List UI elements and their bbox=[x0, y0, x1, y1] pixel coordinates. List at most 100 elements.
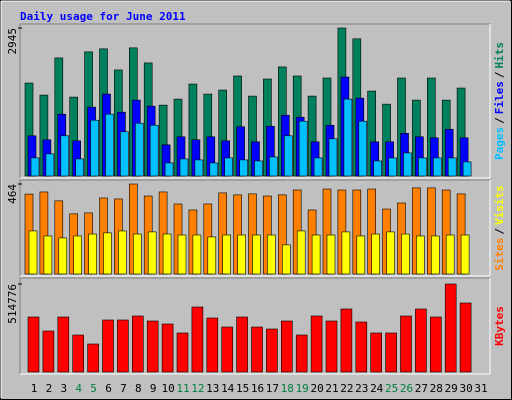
bar bbox=[191, 306, 204, 373]
bar bbox=[149, 124, 159, 177]
legend: KBytes bbox=[493, 306, 506, 346]
legend-entry: Hits bbox=[493, 42, 506, 69]
bar bbox=[269, 156, 278, 177]
bar bbox=[75, 158, 84, 177]
chart-title: Daily usage for June 2011 bbox=[20, 10, 186, 23]
bar bbox=[385, 332, 397, 373]
bar bbox=[311, 234, 321, 275]
bar bbox=[386, 231, 395, 275]
bar bbox=[161, 323, 174, 373]
legend-entry: KBytes bbox=[493, 306, 506, 346]
bar bbox=[400, 315, 412, 373]
bar bbox=[371, 233, 381, 275]
bar bbox=[30, 157, 40, 177]
bar bbox=[102, 319, 114, 373]
bar bbox=[88, 233, 97, 275]
bar bbox=[73, 235, 82, 275]
x-tick-label: 9 bbox=[150, 382, 157, 395]
legend-separator: / bbox=[493, 71, 506, 78]
bar bbox=[341, 231, 351, 275]
x-tick-label: 19 bbox=[296, 382, 309, 395]
x-tick-label: 18 bbox=[281, 382, 294, 395]
bar bbox=[432, 157, 442, 177]
bar bbox=[358, 120, 368, 177]
bar bbox=[162, 233, 172, 275]
x-tick-label: 2 bbox=[46, 382, 53, 395]
x-tick-label: 12 bbox=[191, 382, 204, 395]
bar bbox=[310, 315, 323, 373]
legend-entry: Visits bbox=[493, 185, 506, 225]
bar bbox=[72, 334, 84, 373]
bar bbox=[209, 162, 219, 177]
bar bbox=[415, 308, 427, 373]
bar bbox=[283, 135, 293, 177]
bar bbox=[267, 234, 276, 275]
y-tick-label: 514776 bbox=[6, 284, 19, 324]
bar bbox=[295, 334, 308, 373]
x-tick-label: 24 bbox=[370, 382, 384, 395]
bar bbox=[251, 326, 263, 373]
bar bbox=[42, 330, 55, 373]
x-tick-label: 4 bbox=[75, 382, 82, 395]
bar bbox=[343, 98, 353, 177]
bar bbox=[177, 234, 187, 275]
legend-entry: Sites bbox=[493, 238, 506, 271]
bar bbox=[90, 119, 99, 177]
legend-separator: / bbox=[493, 228, 506, 235]
x-tick-label: 11 bbox=[176, 382, 189, 395]
bar bbox=[429, 316, 442, 373]
bar bbox=[192, 234, 202, 275]
bar bbox=[445, 234, 455, 275]
x-tick-label: 13 bbox=[206, 382, 219, 395]
x-tick-label: 25 bbox=[385, 382, 398, 395]
x-tick-label: 29 bbox=[445, 382, 458, 395]
bar bbox=[460, 234, 470, 275]
y-tick-label: 2945 bbox=[6, 28, 19, 55]
bar bbox=[356, 235, 366, 275]
bar bbox=[430, 235, 440, 275]
x-tick-label: 26 bbox=[400, 382, 413, 395]
bar bbox=[43, 235, 53, 275]
bar bbox=[87, 343, 99, 373]
bar bbox=[58, 237, 68, 275]
bar bbox=[254, 160, 263, 177]
y-tick-label: 464 bbox=[6, 184, 19, 204]
bar bbox=[355, 321, 368, 373]
x-tick-label: 22 bbox=[340, 382, 353, 395]
legend-entry: Pages bbox=[493, 127, 506, 160]
bar bbox=[103, 232, 112, 275]
bar bbox=[207, 236, 217, 275]
x-tick-label: 30 bbox=[459, 382, 472, 395]
bar bbox=[120, 131, 129, 177]
bar bbox=[147, 231, 157, 275]
bar bbox=[164, 162, 174, 177]
x-tick-label: 8 bbox=[135, 382, 142, 395]
bar bbox=[28, 230, 38, 275]
bar bbox=[239, 159, 248, 177]
legend-entry: Files bbox=[493, 81, 506, 114]
bar bbox=[401, 233, 410, 275]
legend: Pages / Files / Hits bbox=[493, 42, 506, 160]
x-tick-label: 10 bbox=[161, 382, 174, 395]
bar bbox=[373, 160, 383, 177]
bar bbox=[146, 320, 159, 373]
bar bbox=[252, 234, 261, 275]
bar bbox=[237, 234, 246, 275]
x-tick-label: 6 bbox=[105, 382, 112, 395]
bar bbox=[105, 113, 114, 177]
bar bbox=[222, 234, 231, 275]
x-tick-label: 28 bbox=[430, 382, 443, 395]
bar bbox=[296, 230, 306, 275]
x-tick-label: 17 bbox=[266, 382, 279, 395]
x-tick-label: 1 bbox=[31, 382, 38, 395]
x-tick-label: 16 bbox=[251, 382, 264, 395]
bar bbox=[206, 317, 219, 373]
bar bbox=[179, 158, 189, 177]
bar bbox=[418, 157, 427, 177]
bar bbox=[60, 135, 70, 177]
bar bbox=[313, 157, 323, 177]
x-tick-label: 15 bbox=[236, 382, 249, 395]
bar bbox=[340, 308, 353, 373]
bar bbox=[444, 283, 457, 373]
bar bbox=[133, 233, 142, 275]
